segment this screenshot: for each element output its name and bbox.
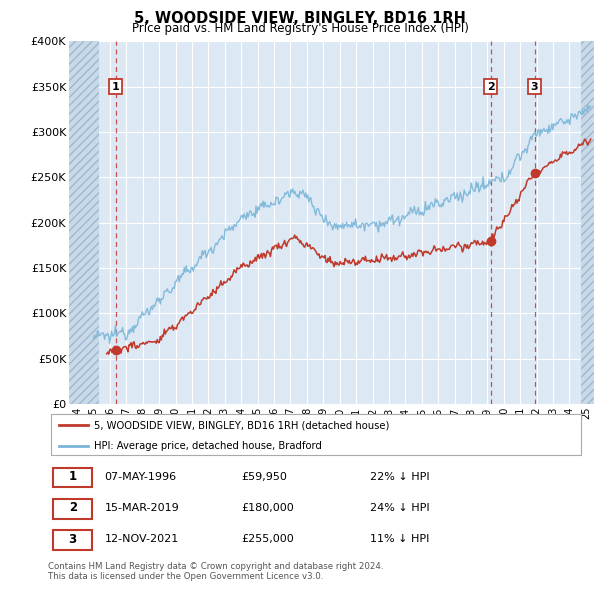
FancyBboxPatch shape	[53, 499, 92, 519]
Text: 5, WOODSIDE VIEW, BINGLEY, BD16 1RH: 5, WOODSIDE VIEW, BINGLEY, BD16 1RH	[134, 11, 466, 25]
Text: 24% ↓ HPI: 24% ↓ HPI	[370, 503, 430, 513]
Text: HPI: Average price, detached house, Bradford: HPI: Average price, detached house, Brad…	[94, 441, 322, 451]
FancyBboxPatch shape	[53, 468, 92, 487]
Text: 3: 3	[68, 533, 77, 546]
Bar	[581, 41, 594, 404]
Text: Price paid vs. HM Land Registry's House Price Index (HPI): Price paid vs. HM Land Registry's House …	[131, 22, 469, 35]
Text: £180,000: £180,000	[241, 503, 294, 513]
Text: 1: 1	[112, 81, 119, 91]
Text: 5, WOODSIDE VIEW, BINGLEY, BD16 1RH (detached house): 5, WOODSIDE VIEW, BINGLEY, BD16 1RH (det…	[94, 421, 389, 430]
Bar	[69, 41, 98, 404]
Text: 3: 3	[531, 81, 538, 91]
Text: 11% ↓ HPI: 11% ↓ HPI	[370, 534, 430, 544]
Text: 2: 2	[487, 81, 494, 91]
FancyBboxPatch shape	[53, 530, 92, 550]
Text: £255,000: £255,000	[241, 534, 294, 544]
Text: 2: 2	[68, 502, 77, 514]
Text: 1: 1	[68, 470, 77, 483]
FancyBboxPatch shape	[50, 414, 581, 455]
Text: 15-MAR-2019: 15-MAR-2019	[104, 503, 179, 513]
Text: 07-MAY-1996: 07-MAY-1996	[104, 472, 176, 482]
Text: 22% ↓ HPI: 22% ↓ HPI	[370, 472, 430, 482]
Text: Contains HM Land Registry data © Crown copyright and database right 2024.
This d: Contains HM Land Registry data © Crown c…	[48, 562, 383, 581]
Text: £59,950: £59,950	[241, 472, 287, 482]
Text: 12-NOV-2021: 12-NOV-2021	[104, 534, 179, 544]
